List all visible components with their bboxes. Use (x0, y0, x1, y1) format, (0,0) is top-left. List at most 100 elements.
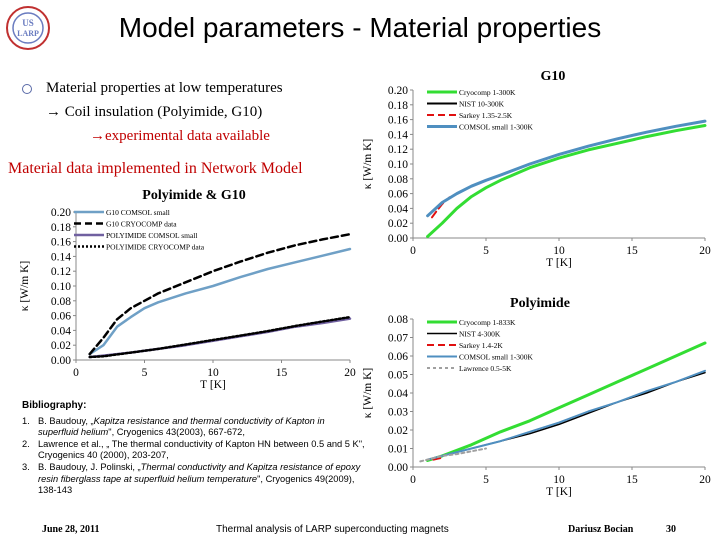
bullet-main: Material properties at low temperatures (22, 80, 283, 97)
y-tick-label: 0.08 (388, 174, 408, 186)
bullet-sub-text: Coil insulation (Polyimide, G10) (64, 104, 263, 120)
series-line-4 (426, 119, 707, 218)
bibliography: Bibliography: 1. B. Baudouy, „Kapitza res… (22, 400, 367, 497)
polyimide-chart: 0.00 0.01 0.02 0.03 0.04 0.05 0.06 0.07 0.08 0 5 10… (362, 296, 711, 498)
x-tick-label: 5 (142, 367, 148, 379)
ref-text: Lawrence et al., „ The thermal conductiv… (38, 438, 365, 461)
y-tick-label: 0.12 (51, 266, 71, 278)
legend-entry: NIST 4-300K (459, 330, 501, 339)
ref-number: 3. (22, 461, 30, 472)
ref-number: 1. (22, 415, 30, 426)
legend-entry: Cryocomp 1-833K (459, 318, 516, 327)
y-tick-label: 0.06 (388, 351, 408, 363)
svg-text:LARP: LARP (17, 29, 39, 38)
y-tick-label: 0.08 (388, 314, 408, 326)
slide-title: Model parameters - Material properties (118, 12, 602, 43)
legend-entry: POLYIMIDE CRYOCOMP data (106, 243, 205, 252)
ref-source: ", Cryogenics 43(2003), 667-672, (108, 427, 245, 438)
bibliography-heading: Bibliography: (22, 400, 87, 411)
bullet-sub: → Coil insulation (Polyimide, G10) (46, 104, 262, 121)
legend-entry: Cryocomp 1-300K (459, 88, 516, 97)
y-tick-label: 0.02 (51, 340, 71, 352)
experimental-note: →experimental data available (90, 128, 270, 144)
series-line-4 (426, 369, 706, 461)
x-tick-label: 10 (553, 474, 565, 486)
y-tick-label: 0.00 (51, 355, 71, 367)
legend-entry: POLYIMIDE COMSOL small (106, 231, 197, 240)
legend-entry: NIST 10-300K (459, 100, 505, 109)
y-axis-label: κ [W/m K] (19, 261, 31, 312)
y-tick-label: 0.20 (388, 85, 408, 97)
chart-title: G10 (541, 69, 566, 84)
chart-title: Polyimide (510, 296, 570, 311)
y-tick-label: 0.06 (51, 311, 71, 323)
chart-title: Polyimide & G10 (142, 188, 245, 203)
y-tick-label: 0.00 (388, 233, 408, 245)
x-tick-label: 0 (410, 474, 416, 486)
series-line-1 (426, 341, 707, 462)
footer-date: June 28, 2011 (42, 524, 100, 535)
y-tick-label: 0.10 (388, 159, 408, 171)
y-tick-label: 0.06 (388, 189, 408, 201)
reference-3: 3. B. Baudouy, J. Polinski, „Thermal cond… (22, 462, 367, 497)
ref-text: B. Baudouy, „ (38, 415, 94, 426)
y-tick-label: 0.02 (388, 218, 408, 230)
series-line-1 (88, 247, 352, 356)
g10-chart: 0.00 0.02 0.04 0.06 0.08 0.10 0.12 0.14 0.16 0.18… (362, 69, 711, 269)
reference-1: 1. B. Baudouy, „Kapitza resistance and th… (22, 416, 367, 439)
x-tick-label: 15 (626, 474, 638, 486)
y-tick-label: 0.16 (51, 237, 71, 249)
x-tick-label: 20 (344, 367, 356, 379)
us-larp-logo: US LARP (6, 6, 50, 50)
footer-page: 30 (666, 524, 676, 535)
series-line-4 (88, 315, 352, 359)
legend-entry: COMSOL small 1-300K (459, 123, 533, 132)
y-tick-label: 0.08 (51, 296, 71, 308)
ref-title: Thermal conductivity and Kapitza resista… (38, 461, 361, 484)
legend-entry: G10 CRYOCOMP data (106, 220, 177, 229)
x-tick-label: 20 (699, 245, 711, 257)
y-tick-label: 0.14 (51, 251, 71, 263)
bullet-icon (22, 83, 32, 94)
polyimide-g10-chart: 0.00 0.02 0.04 0.06 0.08 0.10 0.12 0.14 0.16 0.18… (19, 188, 356, 391)
network-model-heading: Material data implemented in Network Mod… (8, 160, 303, 177)
ref-text: B. Baudouy, J. Polinski, „ (38, 461, 141, 472)
ref-title: Kapitza resistance and thermal conductiv… (38, 415, 325, 438)
svg-text:US: US (22, 18, 34, 28)
series-line-3 (432, 456, 444, 461)
x-axis-label: T [K] (546, 257, 572, 269)
arrow-icon: → (46, 104, 61, 120)
legend-entry: Sarkey 1.35-2.5K (459, 111, 513, 120)
y-tick-label: 0.00 (388, 462, 408, 474)
x-tick-label: 15 (276, 367, 288, 379)
y-tick-label: 0.07 (388, 333, 408, 345)
y-tick-label: 0.10 (51, 281, 71, 293)
legend-entry: COMSOL small 1-300K (459, 353, 533, 362)
y-tick-label: 0.02 (388, 425, 408, 437)
y-tick-label: 0.04 (388, 388, 408, 400)
y-tick-label: 0.12 (388, 144, 408, 156)
x-tick-label: 0 (73, 367, 79, 379)
bullet-main-text: Material properties at low temperatures (46, 80, 283, 96)
y-tick-label: 0.18 (51, 222, 71, 234)
x-tick-label: 15 (626, 245, 638, 257)
footer-author: Dariusz Bocian (568, 524, 634, 535)
y-tick-label: 0.14 (388, 129, 408, 141)
footer-center: Thermal analysis of LARP superconducting… (216, 524, 449, 535)
y-tick-label: 0.03 (388, 407, 408, 419)
x-tick-label: 10 (207, 367, 219, 379)
series-line-1 (426, 124, 707, 238)
y-tick-label: 0.04 (51, 325, 71, 337)
legend-entry: Lawrence 0.5-5K (459, 364, 512, 373)
ref-source: ", Cryogenics 49(2009), 138-143 (38, 473, 355, 496)
y-tick-label: 0.16 (388, 115, 408, 127)
x-tick-label: 5 (483, 474, 489, 486)
reference-2: 2. Lawrence et al., „ The thermal conduct… (22, 439, 367, 462)
series-line-5 (419, 447, 487, 463)
x-tick-label: 10 (553, 245, 565, 257)
legend-entry: G10 COMSOL small (106, 208, 170, 217)
y-axis-label: κ [W/m K] (362, 139, 374, 190)
x-tick-label: 20 (699, 474, 711, 486)
y-tick-label: 0.05 (388, 370, 408, 382)
series-line-2 (88, 232, 352, 356)
